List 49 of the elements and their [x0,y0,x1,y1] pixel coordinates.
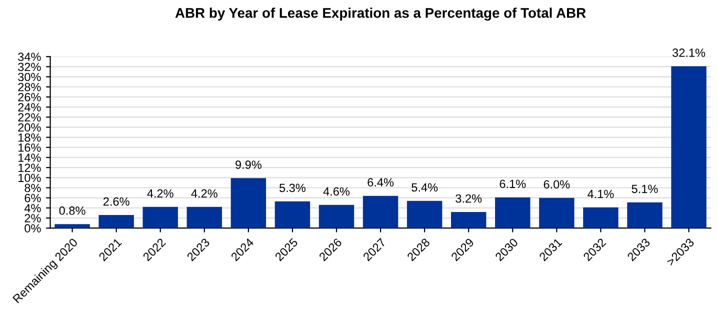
data-label: 3.2% [456,194,482,203]
bar [583,207,618,228]
bar [495,197,530,228]
y-tick-label: 24% [18,103,41,112]
y-tick-label: 6% [24,194,41,202]
y-tick-label: 22% [18,113,41,122]
y-tick-label: 12% [18,164,41,172]
bar [627,202,662,228]
bar [98,214,134,228]
data-label: 2.6% [103,197,130,206]
bar [362,196,398,228]
data-label: 4.2% [147,189,174,198]
data-label: 6.4% [368,178,394,187]
y-tick-label: 8% [24,184,41,192]
data-label: 4.1% [588,190,614,198]
bar [54,224,90,228]
data-label: 5.3% [279,184,306,192]
bar [318,204,354,228]
bar [671,66,706,228]
y-tick-label: 32% [18,62,41,72]
bar [186,206,222,228]
y-tick-label: 0% [24,224,41,232]
chart-title: ABR by Year of Lease Expiration as a Percentage of Total ABR [175,8,586,21]
y-tick-label: 34% [18,52,41,62]
y-tick-label: 18% [18,133,41,142]
data-label: 32.1% [672,48,706,57]
bar [406,200,442,228]
bar [274,201,310,228]
y-tick-label: 4% [24,204,41,212]
data-label: 6.0% [544,180,570,189]
y-tick-label: 10% [18,174,41,182]
y-tick-label: 30% [18,72,41,82]
y-tick-label: 28% [18,82,41,92]
y-tick-label: 14% [18,154,41,162]
data-label: 5.4% [412,183,438,192]
y-tick-label: 26% [18,92,41,102]
bar [451,212,486,228]
data-label: 0.8% [59,206,86,215]
data-label: 9.9% [236,160,262,169]
bar [142,206,178,228]
bar [539,198,574,228]
data-label: 5.1% [632,184,658,194]
bar [230,178,266,228]
data-label: 4.2% [191,189,218,198]
data-label: 4.6% [323,187,350,196]
y-tick-label: 20% [18,123,41,132]
y-tick-label: 16% [18,143,41,152]
y-tick-label: 2% [24,214,41,222]
data-label: 6.1% [500,180,526,188]
